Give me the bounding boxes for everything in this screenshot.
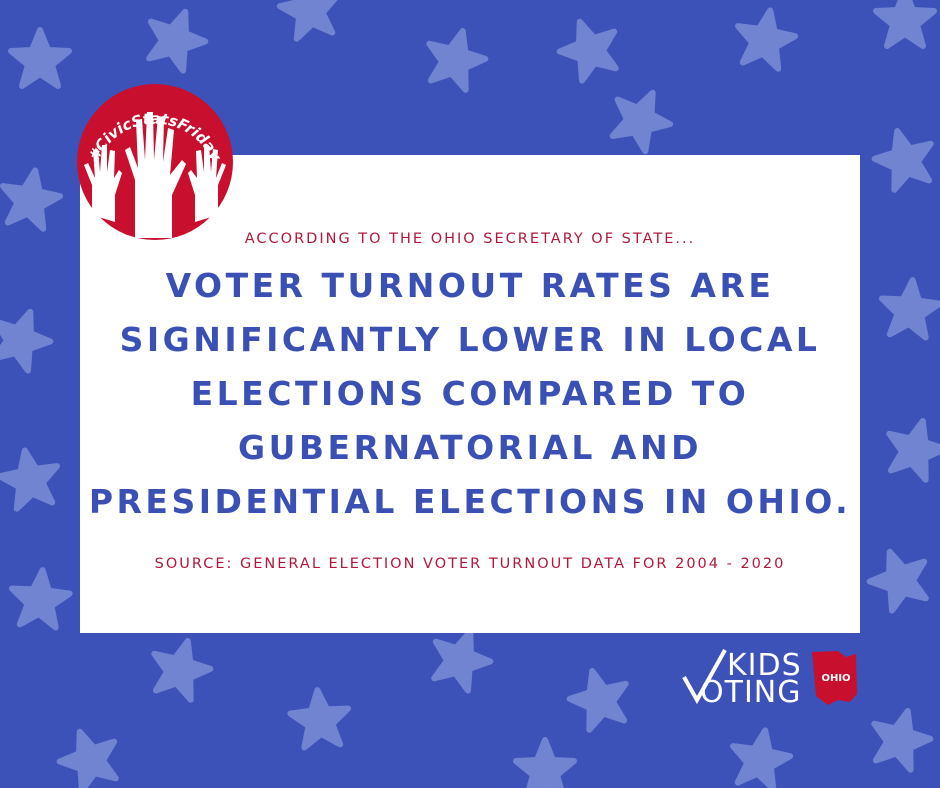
hands	[84, 112, 226, 238]
source: SOURCE: GENERAL ELECTION VOTER TURNOUT D…	[155, 556, 786, 572]
headline-line: ELECTIONS COMPARED TO	[191, 374, 750, 413]
headline: VOTER TURNOUT RATES ARE SIGNIFICANTLY LOW…	[89, 266, 851, 521]
headline-line: VOTER TURNOUT RATES ARE	[166, 266, 775, 305]
check-mark	[682, 649, 727, 705]
logo-state: OHIO	[821, 673, 850, 684]
logo-line1: KIDS	[727, 648, 802, 683]
card	[80, 155, 860, 633]
headline-line: SIGNIFICANTLY LOWER IN LOCAL	[120, 320, 821, 359]
headline-line: GUBERNATORIAL AND	[238, 428, 702, 467]
headline-line: PRESIDENTIAL ELECTIONS IN OHIO.	[89, 482, 851, 521]
logo-line2: OTING	[700, 675, 801, 710]
intro: ACCORDING TO THE OHIO SECRETARY OF STATE…	[245, 231, 696, 247]
badge: #CivicStatsFriday	[77, 84, 233, 240]
ohio-shape	[812, 651, 857, 705]
logo: OHIO KIDS OTING	[682, 648, 857, 710]
